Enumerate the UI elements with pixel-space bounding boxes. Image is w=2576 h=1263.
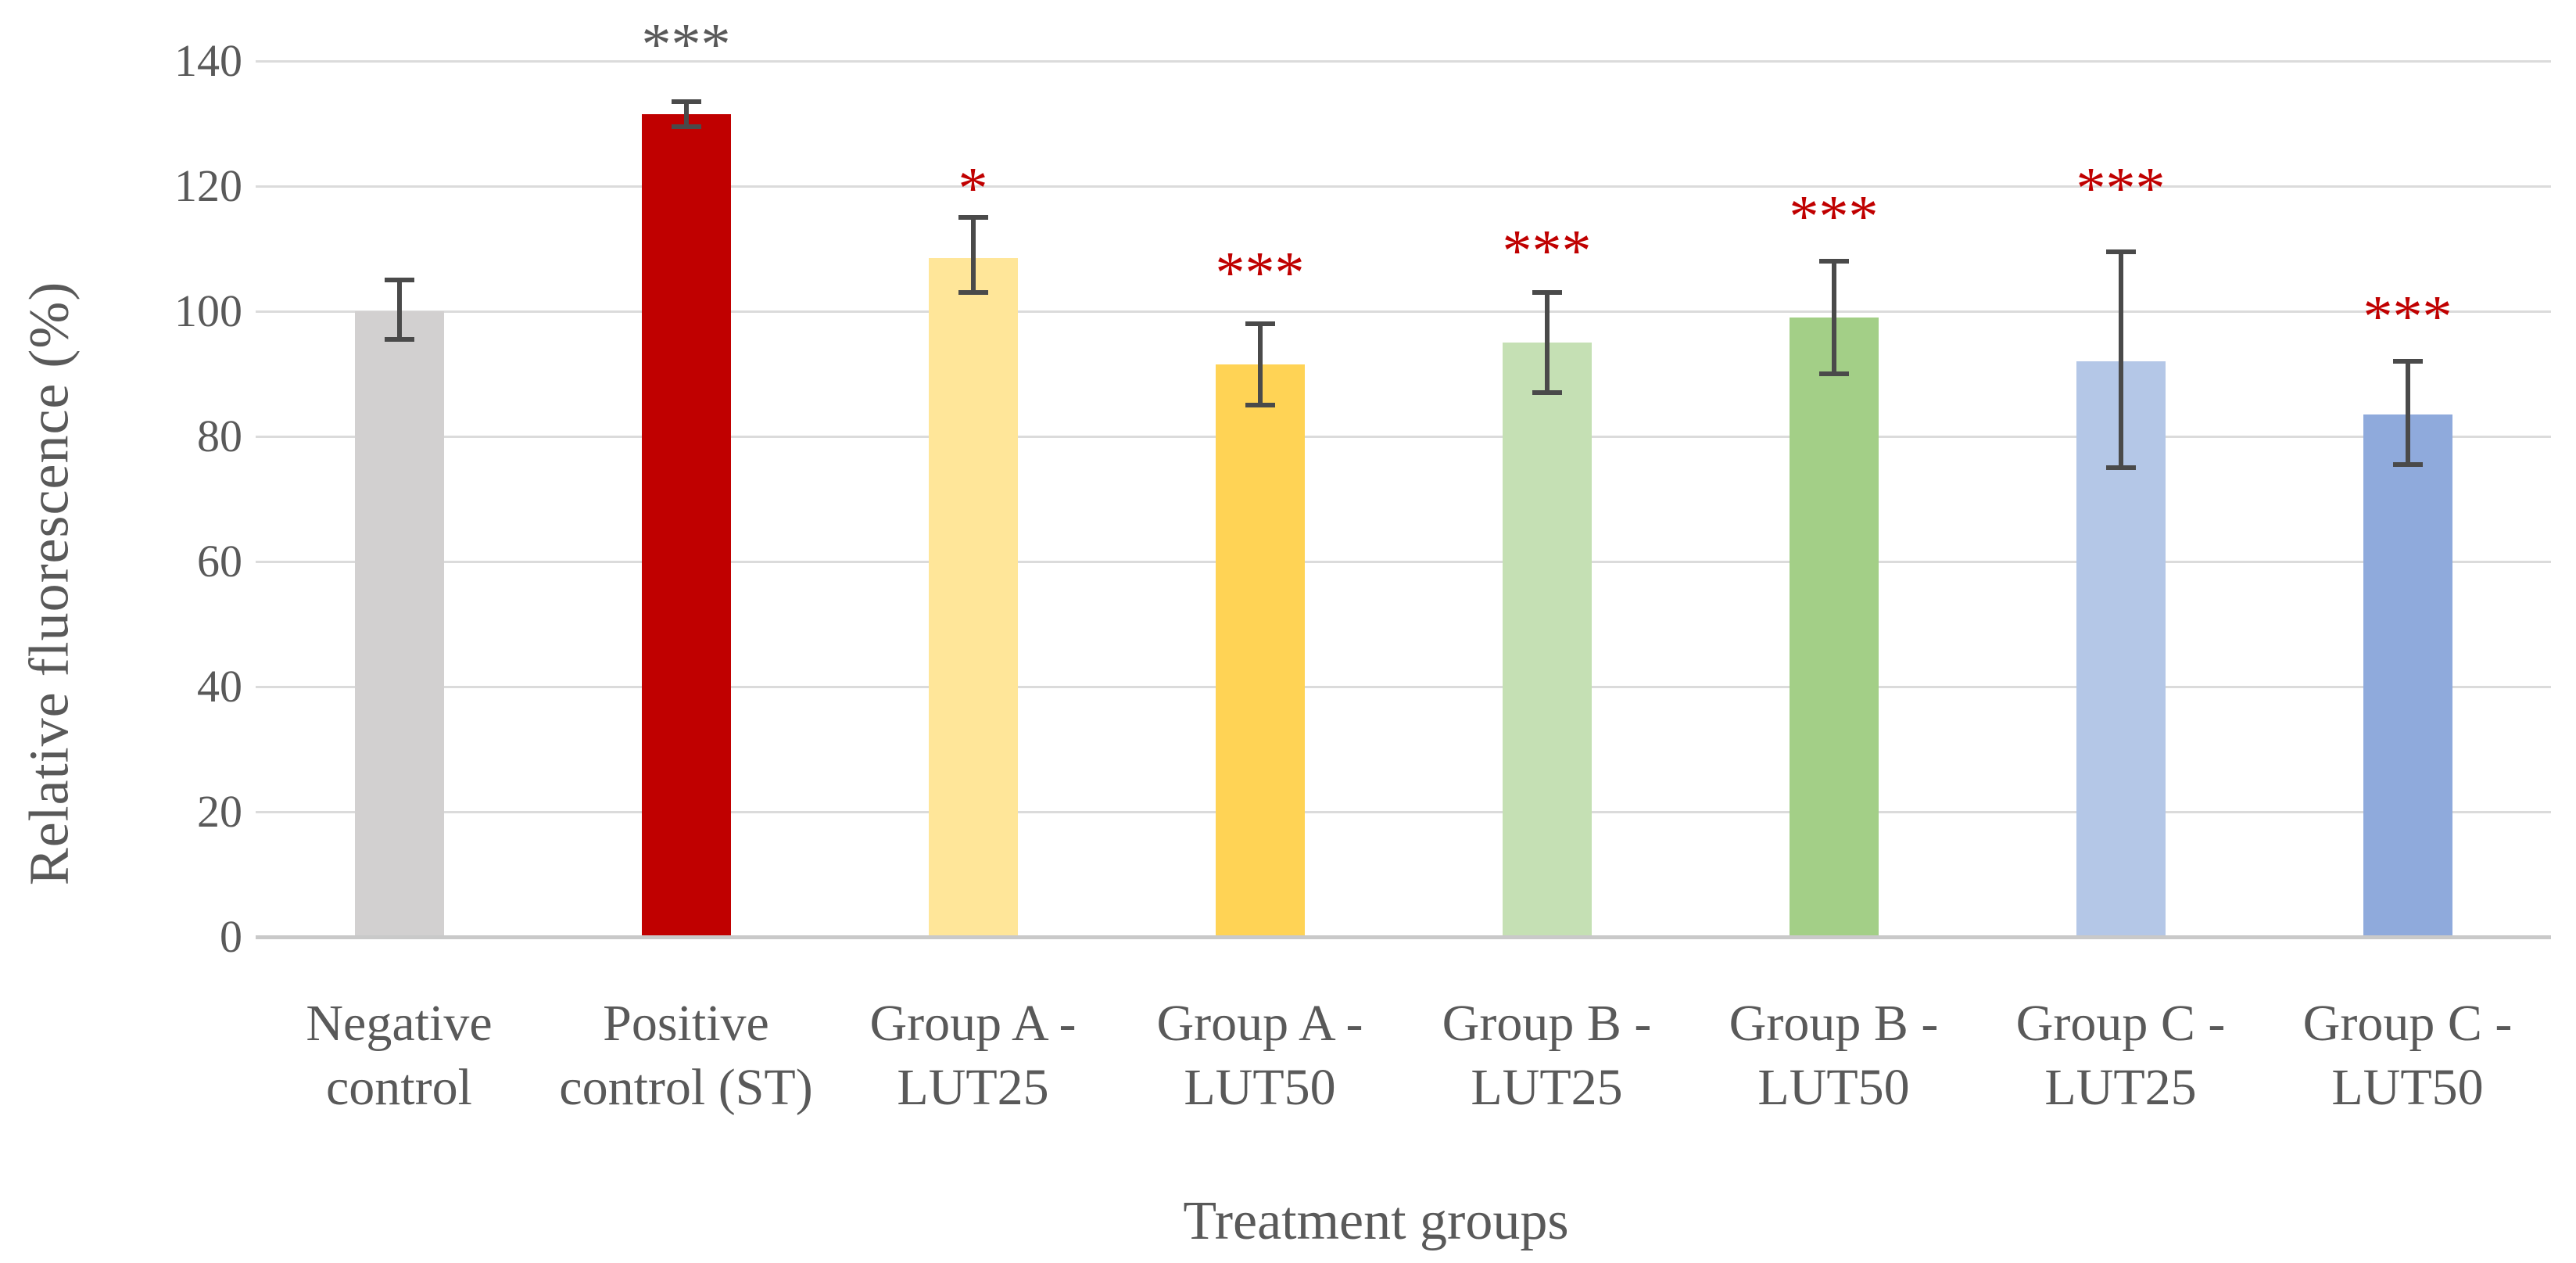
error-bar-cap-top	[671, 99, 701, 104]
bar	[928, 258, 1018, 937]
error-bar-cap-bottom	[671, 124, 701, 129]
error-bar	[2405, 361, 2410, 465]
significance-marker: ***	[1789, 184, 1879, 249]
error-bar-cap-bottom	[2392, 462, 2423, 467]
bar	[1215, 364, 1305, 937]
significance-marker: ***	[2363, 284, 2452, 350]
x-category-label-line: LUT25	[1471, 1059, 1623, 1116]
gridline	[256, 310, 2551, 313]
error-bar-cap-bottom	[1245, 403, 1275, 407]
x-category-label-line: LUT25	[2044, 1059, 2197, 1116]
y-tick-label: 60	[197, 536, 242, 587]
error-bar-cap-top	[384, 278, 414, 282]
significance-marker: ***	[1215, 240, 1305, 306]
error-bar-cap-bottom	[2105, 465, 2136, 470]
error-bar-cap-bottom	[384, 337, 414, 342]
gridline	[256, 810, 2551, 813]
x-category-label-line: control (ST)	[559, 1059, 813, 1116]
error-bar	[1544, 292, 1550, 393]
y-tick-label: 20	[197, 786, 242, 837]
x-category-label-line: LUT25	[897, 1059, 1049, 1116]
x-category-label-line: Negative	[306, 995, 493, 1052]
error-bar-cap-bottom	[1818, 371, 1849, 376]
y-tick-label: 120	[174, 160, 242, 211]
significance-marker: ***	[2076, 156, 2166, 221]
error-bar	[683, 102, 689, 127]
x-category-label-line: LUT50	[2331, 1059, 2484, 1116]
gridline	[256, 185, 2551, 188]
error-bar-cap-top	[1818, 259, 1849, 264]
error-bar	[2118, 252, 2123, 468]
error-bar-cap-top	[2105, 249, 2136, 254]
error-bar-cap-bottom	[958, 290, 988, 295]
error-bar	[396, 280, 402, 339]
y-tick-label: 140	[174, 35, 242, 86]
x-category-label: Group B - LUT50	[1690, 992, 1977, 1120]
bar	[1502, 343, 1592, 937]
error-bar-cap-top	[1245, 321, 1275, 326]
significance-marker: *	[958, 156, 988, 221]
x-axis-line	[256, 935, 2551, 939]
x-category-label: Group C - LUT50	[2264, 992, 2551, 1120]
x-category-label-line: Group C -	[2302, 995, 2513, 1052]
error-bar	[970, 217, 976, 292]
gridline	[256, 59, 2551, 63]
y-tick-label: 0	[220, 911, 242, 962]
gridline	[256, 685, 2551, 688]
gridline	[256, 560, 2551, 563]
x-category-label-line: Group B -	[1442, 995, 1652, 1052]
significance-marker: ***	[641, 12, 731, 77]
x-category-label-line: Positive	[603, 995, 769, 1052]
error-bar-cap-bottom	[1532, 390, 1562, 395]
bar	[641, 114, 731, 937]
x-category-label-line: Group A -	[1156, 995, 1363, 1052]
x-category-label: Group A - LUT50	[1116, 992, 1403, 1120]
error-bar-cap-top	[958, 215, 988, 220]
bar	[354, 311, 444, 937]
x-category-label-line: Group C -	[2015, 995, 2226, 1052]
x-category-label: Group A - LUT25	[829, 992, 1116, 1120]
x-category-label-line: Group B -	[1729, 995, 1939, 1052]
y-tick-label: 40	[197, 661, 242, 712]
significance-marker: ***	[1502, 218, 1592, 284]
bar	[2363, 414, 2452, 937]
y-axis-title: Relative fluorescence (%)	[17, 281, 81, 886]
error-bar-cap-top	[2392, 359, 2423, 364]
x-category-label: Group B - LUT25	[1403, 992, 1690, 1120]
bar	[1789, 318, 1879, 937]
error-bar	[1257, 324, 1263, 405]
error-bar	[1831, 261, 1836, 374]
x-category-label-line: control	[326, 1059, 472, 1116]
x-category-label: Group C - LUT25	[1977, 992, 2264, 1120]
gridline	[256, 435, 2551, 438]
x-category-label-line: LUT50	[1757, 1059, 1910, 1116]
y-tick-label: 80	[197, 411, 242, 461]
x-category-label-line: Group A -	[869, 995, 1077, 1052]
x-category-label: Negative control	[256, 992, 543, 1120]
error-bar-cap-top	[1532, 290, 1562, 295]
x-category-label-line: LUT50	[1184, 1059, 1336, 1116]
x-category-label: Positive control (ST)	[543, 992, 829, 1120]
x-axis-title: Treatment groups	[1183, 1191, 1569, 1251]
y-tick-label: 100	[174, 285, 242, 336]
